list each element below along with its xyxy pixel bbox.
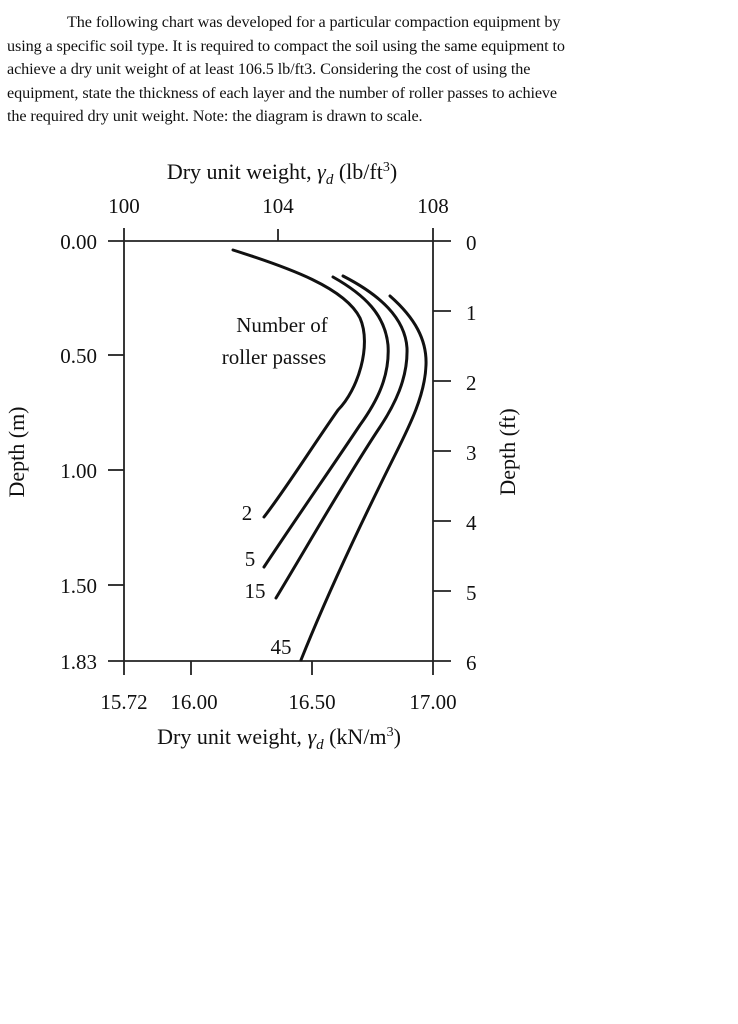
right-tick-label: 6 — [466, 651, 477, 675]
top-tick-label: 108 — [417, 194, 449, 218]
question-text: The following chart was developed for a … — [7, 11, 735, 129]
left-tick-label: 1.83 — [60, 650, 97, 674]
annotation-line-2: roller passes — [222, 345, 326, 369]
curve-2-passes — [231, 248, 366, 519]
right-tick-label: 0 — [466, 231, 477, 255]
question-line-5: the required dry unit weight. Note: the … — [7, 107, 423, 125]
curve-label-15: 15 — [245, 579, 266, 603]
bottom-tick-label: 15.72 — [100, 690, 147, 714]
right-tick-label: 3 — [466, 441, 477, 465]
right-tick-label: 4 — [466, 511, 477, 535]
annotation-line-1: Number of — [236, 313, 328, 337]
right-tick-label: 5 — [466, 581, 477, 605]
curve-45-passes — [299, 294, 428, 662]
right-tick-label: 2 — [466, 371, 477, 395]
top-tick-label: 104 — [262, 194, 294, 218]
left-tick-label: 1.50 — [60, 574, 97, 598]
curve-label-45: 45 — [271, 635, 292, 659]
question-line-3: achieve a dry unit weight of at least 10… — [7, 60, 531, 78]
axes-frame — [108, 228, 451, 675]
bottom-tick-label: 16.50 — [288, 690, 335, 714]
right-tick-label: 1 — [466, 301, 477, 325]
bottom-tick-label: 16.00 — [170, 690, 217, 714]
left-tick-label: 0.00 — [60, 230, 97, 254]
bottom-axis-title: Dry unit weight, γd (kN/m3) — [157, 724, 401, 753]
curve-label-5: 5 — [245, 547, 256, 571]
question-line-4: equipment, state the thickness of each l… — [7, 83, 558, 102]
bottom-tick-label: 17.00 — [409, 690, 456, 714]
left-tick-label: 0.50 — [60, 344, 97, 368]
right-axis-title: Depth (ft) — [495, 408, 520, 495]
curve-15-passes — [274, 274, 409, 600]
question-line-1: The following chart was developed for a … — [67, 13, 561, 31]
left-tick-label: 1.00 — [60, 459, 97, 483]
curve-5-passes — [262, 275, 390, 569]
question-line-2: using a specific soil type. It is requir… — [7, 36, 565, 55]
top-tick-label: 100 — [108, 194, 140, 218]
curve-label-2: 2 — [242, 501, 253, 525]
left-axis-title: Depth (m) — [4, 406, 29, 497]
top-axis-title: Dry unit weight, γd (lb/ft3) — [167, 159, 397, 188]
